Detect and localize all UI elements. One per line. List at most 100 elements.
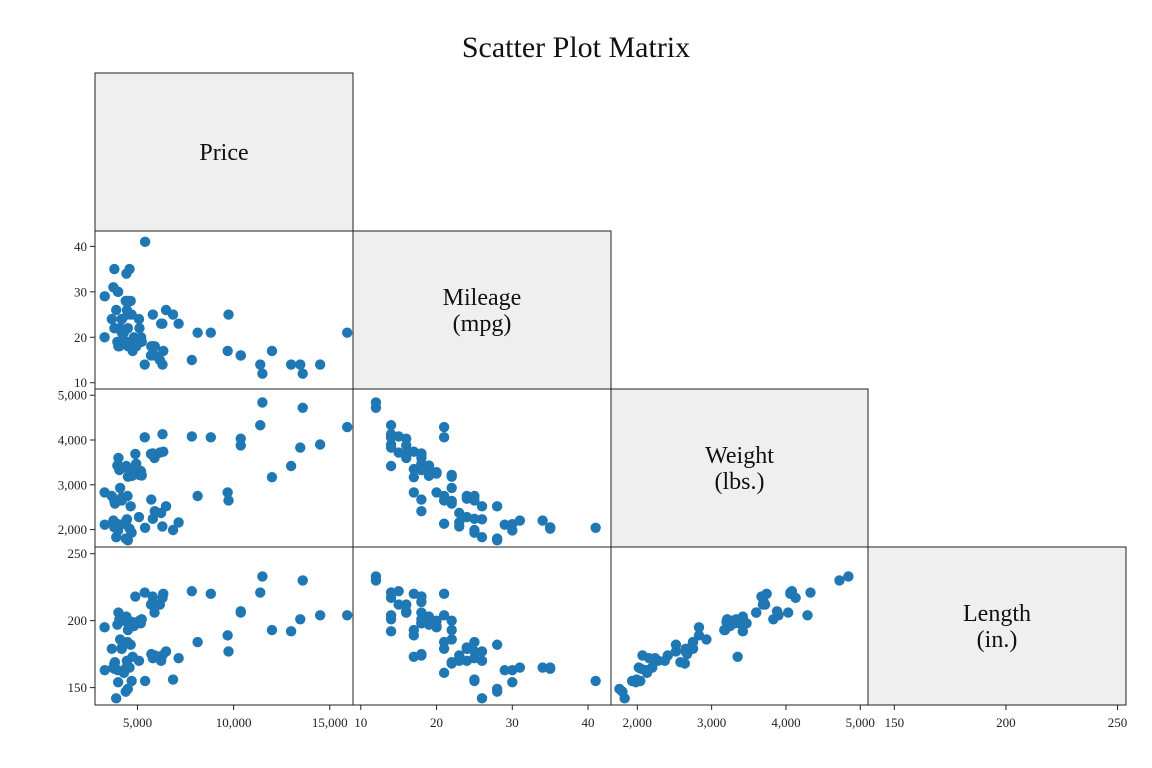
point [447, 470, 457, 480]
point [751, 607, 761, 617]
point [286, 461, 296, 471]
point [469, 653, 479, 663]
point [663, 650, 673, 660]
y-tick-label: 250 [68, 546, 88, 561]
x-axis-length: 150 200 250 [885, 705, 1128, 730]
point [492, 501, 502, 511]
point [447, 498, 457, 508]
x-tick-label: 40 [582, 715, 595, 730]
point [99, 622, 109, 632]
plot-layer: PriceMileage(mpg)Weight(lbs.)Length(in.)… [58, 73, 1128, 730]
point [371, 403, 381, 413]
point [409, 625, 419, 635]
point [507, 525, 517, 535]
point [515, 515, 525, 525]
panel-weight-vs-mpg [353, 389, 611, 547]
y-tick-label: 5,000 [58, 388, 87, 403]
panel-frame [353, 547, 611, 705]
panel-length-vs-weight [611, 547, 868, 705]
point [492, 684, 502, 694]
point [222, 346, 232, 356]
panel-mpg-vs-price [95, 231, 353, 389]
x-tick-label: 30 [506, 715, 519, 730]
point [173, 318, 183, 328]
point [267, 346, 277, 356]
point [140, 359, 150, 369]
point [834, 575, 844, 585]
point [146, 341, 156, 351]
point [315, 439, 325, 449]
point [137, 614, 147, 624]
point [137, 470, 147, 480]
point [614, 684, 624, 694]
diag-label-weight-line1: (lbs.) [715, 469, 765, 495]
point [545, 664, 555, 674]
point [157, 359, 167, 369]
point [257, 571, 267, 581]
diag-label-mpg-line1: (mpg) [453, 311, 512, 337]
point [619, 693, 629, 703]
point [140, 432, 150, 442]
x-tick-label: 5,000 [123, 715, 152, 730]
point [223, 309, 233, 319]
point [447, 615, 457, 625]
point [342, 610, 352, 620]
point [439, 519, 449, 529]
x-tick-label: 150 [885, 715, 905, 730]
point [192, 637, 202, 647]
point [140, 523, 150, 533]
point [255, 359, 265, 369]
point [386, 593, 396, 603]
point [126, 309, 136, 319]
point [108, 515, 118, 525]
point [168, 525, 178, 535]
x-axis-mpg: 10 20 30 40 [354, 705, 594, 730]
diag-cell-mpg: Mileage(mpg) [353, 231, 611, 389]
point [236, 433, 246, 443]
panel-length-vs-mpg [353, 547, 611, 705]
y-axis-mpg: 10 20 30 40 [74, 239, 95, 390]
point [192, 491, 202, 501]
point [315, 610, 325, 620]
y-tick-label: 2,000 [58, 522, 87, 537]
point [507, 677, 517, 687]
point [131, 459, 141, 469]
y-axis-weight: 2,0003,0004,0005,000 [58, 388, 95, 537]
point [631, 674, 641, 684]
point [257, 397, 267, 407]
point [738, 626, 748, 636]
point [236, 607, 246, 617]
point [134, 656, 144, 666]
point [469, 525, 479, 535]
x-axis-price: 5,000 10,000 15,000 [123, 705, 348, 730]
point [492, 535, 502, 545]
point [416, 649, 426, 659]
point [805, 587, 815, 597]
x-tick-label: 15,000 [312, 715, 348, 730]
diag-cell-length: Length(in.) [868, 547, 1126, 705]
point [123, 296, 133, 306]
point [107, 644, 117, 654]
point [492, 640, 502, 650]
point [295, 614, 305, 624]
point [416, 506, 426, 516]
point [134, 323, 144, 333]
point [222, 630, 232, 640]
point [156, 318, 166, 328]
point [636, 664, 646, 674]
point [393, 447, 403, 457]
point [124, 264, 134, 274]
y-tick-label: 200 [68, 613, 88, 628]
point [168, 674, 178, 684]
point [401, 433, 411, 443]
point [386, 420, 396, 430]
y-tick-label: 150 [68, 680, 88, 695]
point [424, 471, 434, 481]
point [126, 528, 136, 538]
point [785, 589, 795, 599]
point [192, 328, 202, 338]
point [107, 314, 117, 324]
diag-label-weight-line0: Weight [705, 443, 774, 469]
point [113, 453, 123, 463]
